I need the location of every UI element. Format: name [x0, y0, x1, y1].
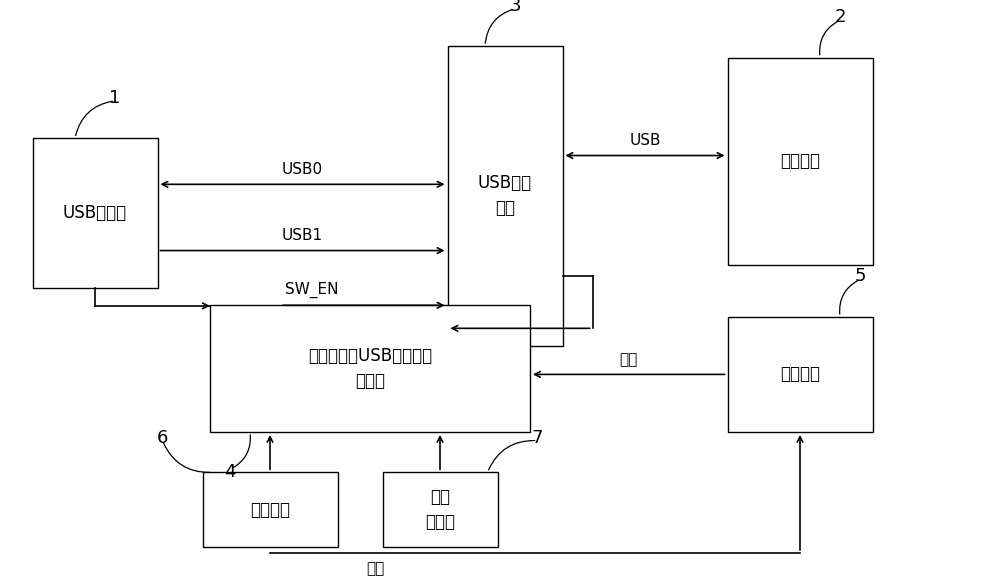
Text: USB: USB [629, 133, 661, 148]
Text: 4: 4 [224, 463, 236, 482]
Text: SW_EN: SW_EN [285, 282, 339, 298]
Bar [32, 138, 158, 288]
Text: 3: 3 [509, 0, 521, 15]
Text: USB转换
芯片: USB转换 芯片 [478, 175, 532, 217]
Bar [728, 317, 872, 432]
Text: 存储模块: 存储模块 [780, 152, 820, 170]
Text: 控制开关: 控制开关 [250, 501, 290, 519]
Bar [728, 58, 872, 265]
Text: USB0: USB0 [282, 162, 323, 177]
Bar [210, 305, 530, 432]
Bar [382, 472, 498, 547]
Text: 供电: 供电 [620, 352, 638, 367]
Text: USB1: USB1 [282, 228, 323, 243]
Text: 无线信号转USB信号的转
换芯片: 无线信号转USB信号的转 换芯片 [308, 347, 432, 390]
Text: USB连接器: USB连接器 [63, 204, 127, 222]
Bar [202, 472, 338, 547]
Text: 1: 1 [109, 89, 121, 107]
Text: 6: 6 [157, 429, 168, 447]
Text: 电源模块: 电源模块 [780, 365, 820, 384]
Bar [448, 46, 562, 346]
Text: 7: 7 [532, 429, 543, 447]
Text: 状态
指示灯: 状态 指示灯 [425, 488, 455, 531]
Text: 2: 2 [834, 8, 846, 26]
Text: 5: 5 [854, 267, 866, 286]
Text: 充电: 充电 [366, 562, 384, 576]
